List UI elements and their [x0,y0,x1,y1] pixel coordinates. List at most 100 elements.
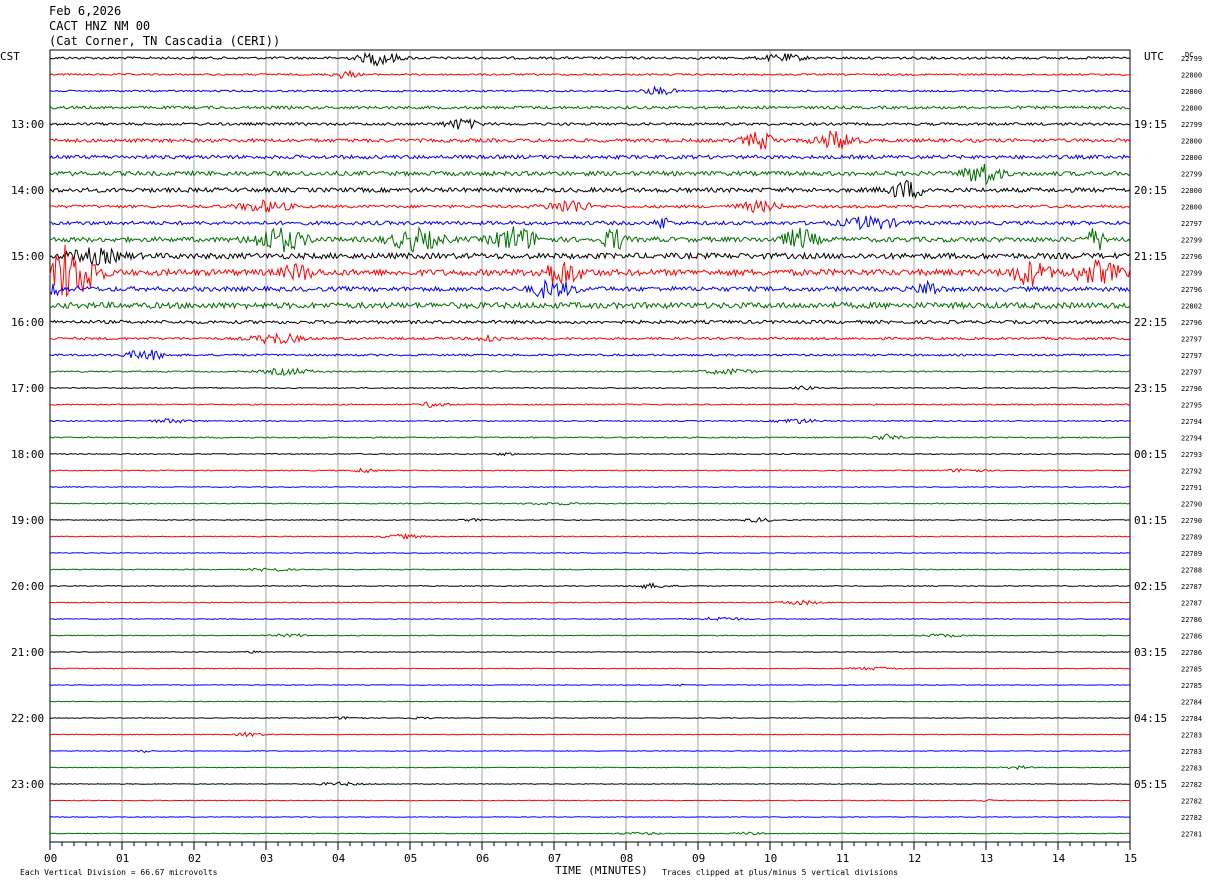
dc-offset-label: 22800 [1181,154,1202,162]
trace-45 [49,798,1131,802]
dc-offset-label: 22800 [1181,187,1202,195]
trace-23 [49,433,1131,441]
trace-18 [49,349,1131,361]
left-hour-label: 23:00 [11,778,44,791]
trace-11 [49,225,1131,253]
right-hour-label: 01:15 [1134,514,1167,527]
trace-2 [49,85,1131,96]
x-tick-label: 01 [116,852,129,865]
dc-offset-label: 22789 [1181,534,1202,542]
x-tick-label: 12 [908,852,921,865]
dc-offset-label: 22790 [1181,501,1202,509]
dc-offset-label: 22783 [1181,765,1202,773]
dc-offset-label: 22791 [1181,484,1202,492]
trace-14 [49,278,1131,299]
trace-39 [49,700,1131,703]
trace-41 [49,731,1131,738]
trace-16 [49,319,1131,325]
dc-offset-label: 22782 [1181,798,1202,806]
trace-group [49,51,1131,836]
trace-35 [49,633,1131,638]
trace-36 [49,650,1131,654]
dc-offset-label: 22793 [1181,451,1202,459]
trace-19 [49,367,1131,377]
trace-3 [49,105,1131,110]
trace-47 [49,831,1131,836]
right-hour-label: 02:15 [1134,580,1167,593]
dc-offset-label: 22797 [1181,336,1202,344]
trace-21 [49,401,1131,408]
dc-label: DC [1185,51,1193,59]
x-tick-label: 04 [332,852,346,865]
trace-32 [49,581,1131,590]
right-hour-label: 20:15 [1134,184,1167,197]
left-hour-label: 19:00 [11,514,44,527]
trace-0 [49,51,1131,67]
right-hour-label: 21:15 [1134,250,1167,263]
trace-46 [49,816,1131,818]
trace-31 [49,567,1130,573]
station-label: CACT HNZ NM 00 [49,19,150,33]
x-tick-label: 09 [692,852,705,865]
dc-offset-label: 22783 [1181,732,1202,740]
x-tick-label: 10 [764,852,777,865]
dc-offset-label: 22784 [1181,699,1202,707]
trace-20 [49,385,1131,391]
plot-frame [49,49,1131,843]
dc-offset-label: 22800 [1181,88,1202,96]
dc-offset-label: 22787 [1181,583,1202,591]
right-hour-label: 00:15 [1134,448,1167,461]
x-tick-label: 15 [1124,852,1137,865]
trace-26 [49,486,1131,488]
dc-offset-label: 22785 [1181,666,1202,674]
x-tick-label: 08 [620,852,633,865]
dc-offset-label: 22795 [1181,402,1202,410]
clip-note: Traces clipped at plus/minus 5 vertical … [662,868,898,877]
trace-27 [49,502,1131,506]
trace-4 [49,117,1131,130]
location-label: (Cat Corner, TN Cascadia (CERI)) [49,34,280,48]
x-tick-label: 03 [260,852,273,865]
left-hour-label: 15:00 [11,250,44,263]
x-tick-label: 00 [44,852,57,865]
right-hour-label: 04:15 [1134,712,1167,725]
trace-33 [49,599,1131,606]
x-tick-label: 14 [1052,852,1066,865]
trace-24 [49,451,1131,457]
date-label: Feb 6,2026 [49,4,121,18]
right-hour-label: 19:15 [1134,118,1167,131]
trace-40 [49,716,1131,720]
trace-7 [49,163,1131,187]
dc-offset-label: 22786 [1181,633,1202,641]
dc-offset-label: 22792 [1181,468,1202,476]
dc-offset-label: 22799 [1181,171,1202,179]
trace-13 [49,244,1131,298]
trace-15 [49,300,1131,311]
dc-offset-label: 22794 [1181,418,1202,426]
x-tick-label: 02 [188,852,201,865]
dc-offset-label: 22796 [1181,319,1202,327]
dc-offset-label: 22786 [1181,616,1202,624]
trace-6 [49,153,1131,161]
dc-offset-label: 22782 [1181,781,1202,789]
right-hour-label: 23:15 [1134,382,1167,395]
trace-17 [49,332,1131,345]
trace-10 [49,214,1131,231]
dc-offset-label: 22800 [1181,204,1202,212]
dc-offset-label: 22800 [1181,105,1202,113]
x-axis-ticks: 00 01 02 03 04 05 06 07 08 09 10 11 12 13 14 15 [44,842,1137,865]
trace-37 [49,666,1131,671]
dc-offset-label: 22799 [1181,270,1202,278]
dc-offset-label: 22800 [1181,138,1202,146]
dc-offset-label: 22783 [1181,748,1202,756]
dc-offset-label: 22786 [1181,649,1202,657]
x-axis-title: TIME (MINUTES) [555,864,648,877]
left-hour-label: 21:00 [11,646,44,659]
dc-offset-label: 22800 [1181,72,1202,80]
trace-30 [49,552,1131,554]
trace-22 [49,418,1131,425]
dc-offset-label: 22802 [1181,303,1202,311]
dc-offset-label: 22799 [1181,55,1202,63]
right-hour-labels: 19:15 20:15 21:15 22:15 23:15 00:15 01:15 02:15… [1134,118,1167,791]
right-hour-label: 05:15 [1134,778,1167,791]
